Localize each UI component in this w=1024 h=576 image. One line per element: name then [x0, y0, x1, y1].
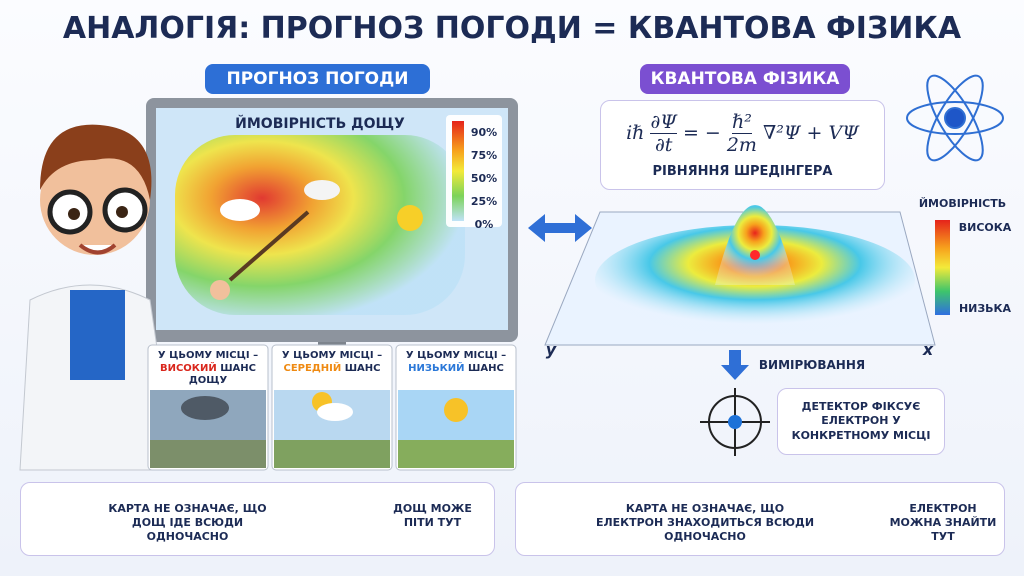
- card-tail: ШАНС: [468, 362, 504, 374]
- footer-box: [515, 482, 1005, 556]
- weather-label: ПРОГНОЗ ПОГОДИ: [205, 64, 430, 94]
- eq-part: ∂t: [654, 133, 673, 156]
- quantum-legend-bar: [935, 220, 950, 315]
- quantum-result: ЕЛЕКТРОН МОЖНА ЗНАЙТИ ТУТ: [889, 502, 997, 543]
- eq-part: ℏ²: [731, 110, 752, 134]
- eq-part: = −: [682, 122, 721, 144]
- equation: iℏ ∂Ψ ∂t = − ℏ² 2m ∇²Ψ + VΨ: [605, 106, 880, 160]
- card-level: СЕРЕДНІЙ: [283, 362, 342, 374]
- card-level: ВИСОКИЙ: [159, 362, 217, 374]
- quantum-label: КВАНТОВА ФІЗИКА: [640, 64, 850, 94]
- measure-label: ВИМІРЮВАННЯ: [758, 358, 866, 372]
- card-tail: ШАНС ДОЩУ: [188, 362, 257, 387]
- weather-result: ДОЩ МОЖЕ ПІТИ ТУТ: [393, 502, 472, 529]
- legend-label: 75%: [470, 149, 498, 162]
- card-lead: У ЦЬОМУ МІСЦІ –: [281, 350, 383, 361]
- eq-part: 2m: [726, 133, 757, 156]
- legend-label: 0%: [474, 218, 494, 231]
- double-arrow: [528, 214, 592, 242]
- monitor: [146, 98, 518, 348]
- detector-note: ДЕТЕКТОР ФІКСУЄ ЕЛЕКТРОН У КОНКРЕТНОМУ М…: [777, 388, 945, 455]
- card-lead: У ЦЬОМУ МІСЦІ –: [157, 350, 259, 361]
- axis-x: x: [922, 340, 934, 359]
- card: У ЦЬОМУ МІСЦІ – ВИСОКИЙ ШАНС ДОЩУ: [150, 350, 266, 388]
- down-arrow: [721, 350, 749, 380]
- legend-label: 25%: [470, 195, 498, 208]
- eq-part: ∇²Ψ + VΨ: [762, 122, 859, 144]
- card-lead: У ЦЬОМУ МІСЦІ –: [405, 350, 507, 361]
- detector: [700, 388, 770, 456]
- card-images: [147, 344, 517, 471]
- map-legend: 90% 75% 50% 25% 0%: [466, 121, 502, 236]
- map-title: ЙМОВІРНІСТЬ ДОЩУ: [235, 116, 405, 132]
- equation-name: РІВНЯННЯ ШРЕДІНГЕРА: [652, 164, 833, 179]
- quantum-legend-low: НИЗЬКА: [958, 302, 1012, 315]
- eq-part: ∂Ψ: [650, 110, 677, 134]
- weather-note: КАРТА НЕ ОЗНАЧАЄ, ЩО ДОЩ ІДЕ ВСЮДИ ОДНОЧ…: [108, 502, 267, 543]
- quantum-legend-title: ЙМОВІРНІСТЬ: [918, 197, 1007, 210]
- title: АНАЛОГІЯ: ПРОГНОЗ ПОГОДИ = КВАНТОВА ФІЗИ…: [62, 11, 962, 46]
- quantum-legend-high: ВИСОКА: [958, 221, 1012, 234]
- eq-part: iℏ: [626, 122, 645, 144]
- legend-label: 90%: [470, 126, 498, 139]
- axis-y: y: [545, 340, 557, 359]
- character: [19, 124, 230, 471]
- atom-icon: [906, 74, 1004, 162]
- quantum-note: КАРТА НЕ ОЗНАЧАЄ, ЩО ЕЛЕКТРОН ЗНАХОДИТЬС…: [595, 502, 815, 543]
- legend-label: 50%: [470, 172, 498, 185]
- card-level: НИЗЬКИЙ: [408, 362, 465, 374]
- equation-box: [600, 100, 885, 190]
- card: У ЦЬОМУ МІСЦІ – НИЗЬКИЙ ШАНС: [398, 350, 514, 375]
- card: У ЦЬОМУ МІСЦІ – СЕРЕДНІЙ ШАНС: [274, 350, 390, 375]
- card-tail: ШАНС: [344, 362, 381, 374]
- probability-surface: [544, 205, 936, 346]
- footer-box: [20, 482, 495, 556]
